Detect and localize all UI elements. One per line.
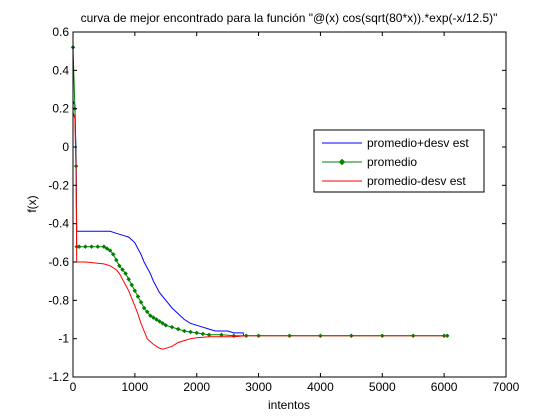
legend: promedio+desv est promedio promedio-desv e…: [313, 129, 485, 193]
y-tick-label: -0.2: [48, 178, 69, 192]
series-marker-1: [117, 263, 122, 269]
x-tick-label: 6000: [431, 380, 458, 394]
x-tick-label: 1000: [122, 380, 149, 394]
data-layer: [70, 44, 450, 350]
series-marker-1: [141, 305, 147, 311]
series-marker-1: [104, 246, 110, 251]
series-marker-1: [151, 315, 156, 320]
series-line-2: [72, 112, 448, 350]
series-marker-1: [144, 309, 150, 315]
y-tick-label: -0.6: [48, 255, 69, 269]
x-tick-label: 5000: [369, 380, 396, 394]
series-marker-1: [200, 331, 206, 337]
series-marker-1: [76, 244, 82, 250]
legend-entries: promedio+desv est promedio promedio-desv e…: [322, 136, 469, 188]
legend-label-0: promedio+desv est: [367, 136, 469, 150]
plot-frame: [72, 31, 507, 378]
series-marker-1: [163, 322, 169, 328]
plot-area: [73, 32, 506, 377]
x-tick-label: 2000: [183, 380, 210, 394]
legend-label-1: promedio: [367, 155, 417, 169]
series-marker-1: [83, 244, 88, 250]
x-tick-label: 4000: [307, 380, 334, 394]
x-tick-label: 0: [70, 380, 77, 394]
x-tick-label: 3000: [245, 380, 272, 394]
series-marker-1: [160, 320, 166, 326]
x-axis-label: intentos: [268, 398, 310, 412]
series-marker-1: [107, 248, 113, 253]
series-line-0: [72, 100, 245, 336]
legend-marker-1: [338, 158, 346, 166]
y-tick-label: 0.4: [52, 63, 69, 77]
chart-title: curva de mejor encontrado para la funció…: [81, 11, 498, 25]
y-tick-label: 0.6: [52, 25, 69, 39]
series-marker-1: [113, 257, 119, 263]
series-marker-1: [95, 244, 101, 250]
y-axis-label: f(x): [25, 195, 39, 212]
y-tick-label: -1: [58, 332, 69, 346]
series-marker-1: [123, 271, 128, 276]
series-marker-1: [169, 324, 175, 330]
series-marker-1: [89, 244, 94, 250]
y-tick-label: 0.2: [52, 102, 69, 116]
series-marker-1: [138, 299, 144, 305]
y-tick-label: -0.4: [48, 217, 69, 231]
series-marker-1: [194, 330, 200, 336]
tick-layer: 0 1000 2000 3000 4000 5000 6000 7000 -1.2 -1 -0.8 -…: [48, 25, 519, 394]
series-marker-1: [126, 276, 132, 282]
y-tick-label: -0.8: [48, 293, 69, 307]
series-marker-1: [181, 328, 187, 334]
series-marker-1: [147, 313, 153, 319]
y-tick-label: 0: [62, 140, 69, 154]
series-marker-1: [132, 288, 138, 294]
legend-label-2: promedio-desv est: [367, 174, 466, 188]
series-marker-1: [157, 319, 162, 324]
series-marker-1: [120, 267, 125, 273]
series-marker-1: [444, 333, 450, 339]
series-marker-1: [135, 294, 141, 299]
series-marker-1: [188, 329, 193, 335]
series-marker-1: [110, 251, 116, 257]
y-tick-label: -1.2: [48, 370, 69, 384]
series-marker-1: [154, 317, 159, 322]
series-marker-1: [129, 282, 135, 288]
x-tick-label: 7000: [493, 380, 520, 394]
series-marker-1: [101, 244, 107, 250]
series-marker-1: [175, 326, 181, 332]
